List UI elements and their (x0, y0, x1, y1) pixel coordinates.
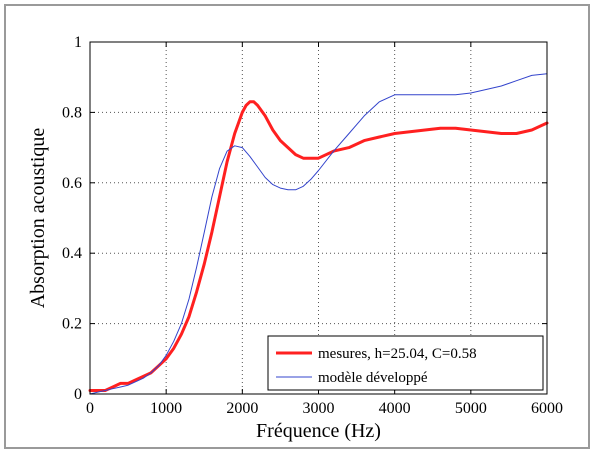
x-tick-label: 5000 (455, 400, 487, 417)
axis-ticks: 0 1000 2000 3000 4000 5000 6000 0 0.2 0.4 0.6 0.8 1 (62, 34, 563, 417)
y-tick-label: 0.4 (62, 245, 82, 262)
x-tick-label: 6000 (531, 400, 563, 417)
figure-frame: 0 1000 2000 3000 4000 5000 6000 0 0.2 0.4 0.6 0.8 1 … (4, 4, 590, 449)
y-tick-label: 0.8 (62, 104, 82, 121)
legend-box (267, 335, 544, 391)
x-tick-label: 2000 (226, 400, 258, 417)
line-chart: 0 1000 2000 3000 4000 5000 600000.20.40.60.81 … (27, 34, 563, 442)
y-tick-label: 0.2 (62, 316, 82, 333)
y-axis-title: Absorption acoustique (27, 128, 49, 309)
grid (90, 42, 547, 394)
y-tick-label: 0 (74, 386, 82, 403)
series-lines (88, 73, 549, 395)
legend-label-mesures: mesures, h=25.04, C=0.58 (318, 346, 477, 362)
series-line-1 (89, 73, 548, 395)
legend-label-modele: modèle développé (318, 370, 428, 386)
x-tick-label: 1000 (150, 400, 182, 417)
y-tick-label: 0.6 (62, 175, 82, 192)
x-tick-label: 0 (86, 400, 94, 417)
x-tick-label: 3000 (303, 400, 335, 417)
x-axis-title: Fréquence (Hz) (256, 420, 381, 442)
x-tick-label: 4000 (379, 400, 411, 417)
legend: mesures, h=25.04, C=0.58 modèle développ… (267, 335, 544, 391)
y-tick-label: 1 (74, 34, 82, 51)
